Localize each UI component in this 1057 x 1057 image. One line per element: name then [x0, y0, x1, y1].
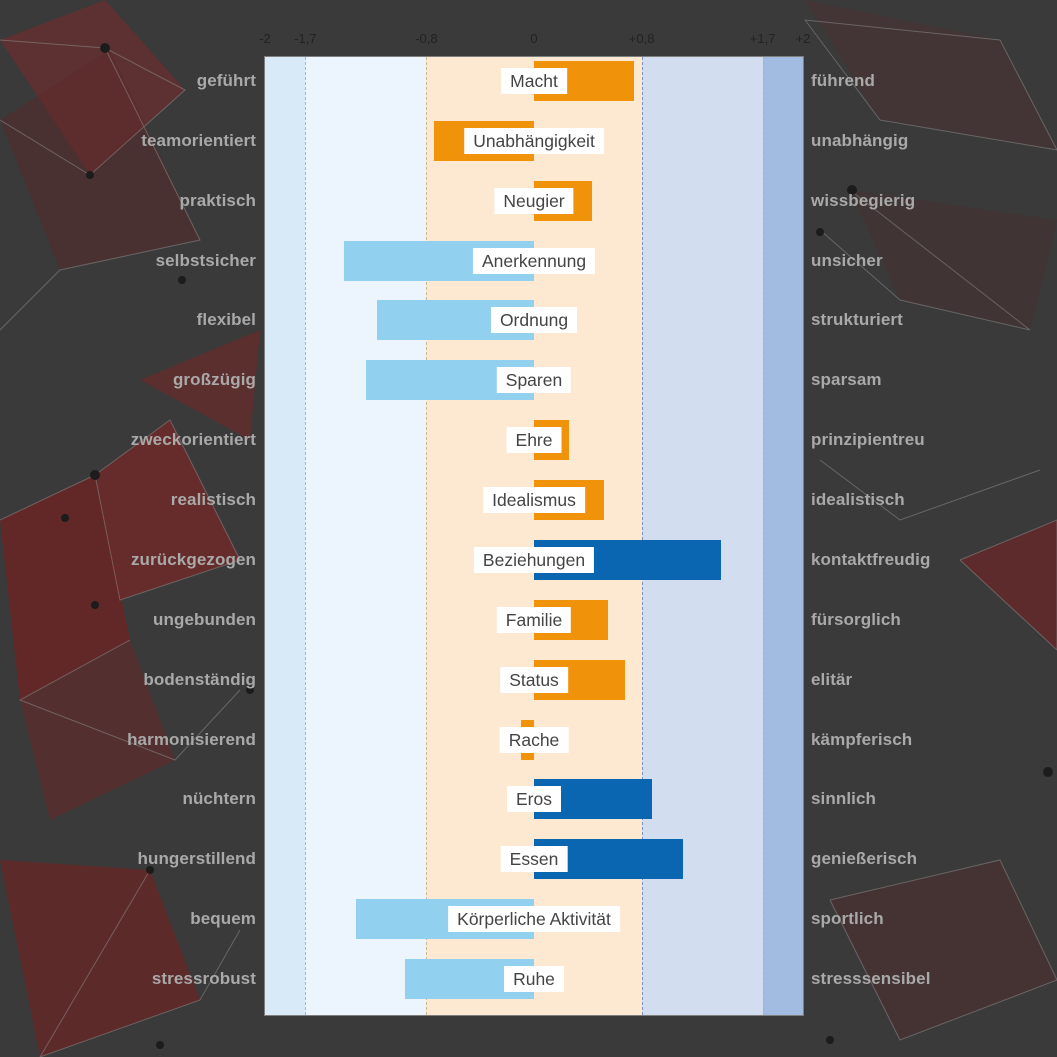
left-pole-label: flexibel: [196, 310, 256, 330]
tick-label: -2: [259, 31, 271, 46]
right-pole-label: unsicher: [811, 250, 883, 270]
zone-band: [265, 57, 306, 1015]
category-label: Unabhängigkeit: [464, 127, 604, 154]
left-pole-label: teamorientiert: [141, 130, 256, 150]
tick-label: 0: [530, 31, 538, 46]
tick-label: +1,7: [749, 31, 776, 46]
right-pole-label: idealistisch: [811, 490, 905, 510]
right-pole-label: unabhängig: [811, 130, 909, 150]
left-pole-label: harmonisierend: [127, 729, 256, 749]
left-pole-label: großzügig: [172, 370, 256, 390]
category-label: Ruhe: [504, 966, 564, 993]
category-label: Ordnung: [490, 307, 578, 334]
category-label: Beziehungen: [473, 546, 595, 573]
category-label: Rache: [499, 726, 569, 753]
right-pole-label: prinzipientreu: [811, 430, 925, 450]
right-pole-label: führend: [811, 71, 875, 90]
left-pole-label: zurückgezogen: [130, 549, 256, 569]
reference-line: [641, 57, 643, 1015]
right-pole-label: sinnlich: [811, 789, 877, 809]
left-pole-label: praktisch: [179, 190, 256, 210]
category-label: Macht: [501, 68, 567, 94]
right-pole-label: kämpferisch: [811, 729, 913, 749]
category-label: Essen: [500, 846, 568, 873]
reference-line: [426, 57, 428, 1015]
left-pole-label: bodenständig: [143, 669, 256, 689]
right-pole-label: elitär: [811, 669, 853, 689]
left-pole-label: bequem: [190, 909, 256, 929]
category-label: Familie: [496, 606, 572, 633]
left-pole-label: geführt: [196, 71, 256, 90]
left-pole-label: stressrobust: [151, 969, 256, 989]
category-label: Idealismus: [483, 487, 585, 514]
category-label: Eros: [507, 786, 561, 813]
category-label: Ehre: [506, 427, 562, 454]
right-pole-label: fürsorglich: [811, 609, 901, 629]
right-pole-label: sparsam: [811, 370, 882, 390]
reference-line: [305, 57, 307, 1015]
left-pole-label: hungerstillend: [137, 849, 256, 869]
category-label: Status: [500, 666, 568, 693]
left-pole-label: selbstsicher: [155, 250, 256, 270]
left-pole-label: realistisch: [170, 490, 256, 510]
left-pole-label: zweckorientiert: [130, 430, 256, 450]
tick-label: +2: [795, 31, 811, 46]
tick-label: -1,7: [294, 31, 317, 46]
zone-band: [305, 57, 427, 1015]
reference-line: [762, 57, 764, 1015]
right-pole-label: wissbegierig: [811, 190, 916, 210]
category-label: Anerkennung: [472, 247, 596, 274]
right-pole-label: strukturiert: [811, 310, 903, 330]
category-label: Sparen: [496, 367, 572, 394]
tick-label: +0,8: [628, 31, 655, 46]
left-pole-label: nüchtern: [182, 789, 256, 809]
category-label: Neugier: [494, 187, 574, 214]
right-pole-label: sportlich: [811, 909, 884, 929]
tick-label: -0,8: [415, 31, 438, 46]
zone-band: [762, 57, 803, 1015]
category-label: Körperliche Aktivität: [448, 906, 620, 933]
right-pole-label: kontaktfreudig: [811, 549, 931, 569]
right-pole-label: stresssensibel: [811, 969, 931, 989]
left-pole-label: ungebunden: [153, 609, 256, 629]
right-pole-label: genießerisch: [811, 849, 918, 869]
